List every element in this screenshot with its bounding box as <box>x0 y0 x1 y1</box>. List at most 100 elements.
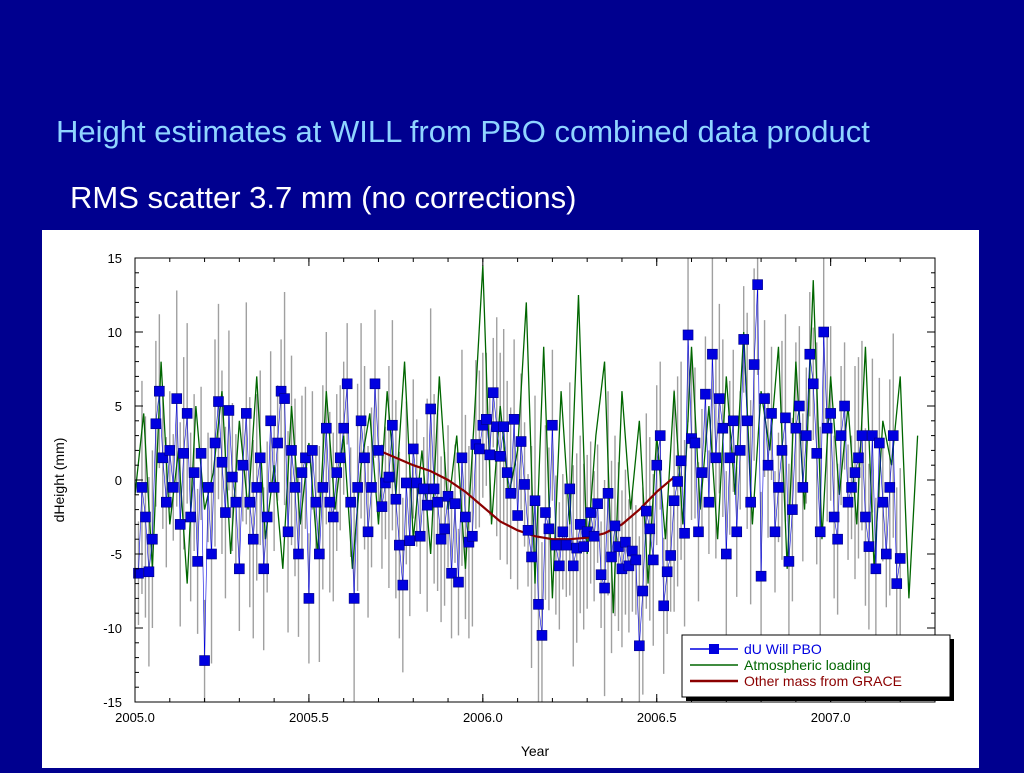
du-will-pbo-point <box>602 488 614 499</box>
du-will-pbo-point <box>814 526 826 538</box>
du-will-pbo-point <box>362 526 374 538</box>
du-will-pbo-point <box>887 430 899 441</box>
du-will-pbo-point <box>202 482 214 493</box>
du-will-pbo-point <box>439 523 450 535</box>
du-will-pbo-point <box>453 576 464 588</box>
du-will-pbo-point <box>564 483 576 495</box>
du-will-pbo-point <box>863 541 875 552</box>
du-will-pbo-point <box>689 437 701 449</box>
du-will-pbo-point <box>501 467 513 478</box>
du-will-pbo-point <box>891 578 903 589</box>
du-will-pbo-point <box>801 430 812 441</box>
du-will-pbo-point <box>748 359 760 370</box>
du-will-pbo-point <box>435 533 447 545</box>
du-will-pbo-point <box>741 415 753 427</box>
y-tick-label: 15 <box>108 251 122 266</box>
du-will-pbo-point <box>773 482 784 493</box>
du-will-pbo-point <box>588 530 600 542</box>
legend-box <box>681 634 951 698</box>
du-will-pbo-point <box>776 445 788 456</box>
du-will-pbo-point <box>338 422 349 434</box>
du-will-pbo-point <box>411 477 423 489</box>
du-will-pbo-point <box>894 553 906 564</box>
du-will-pbo-point <box>759 393 770 404</box>
du-will-pbo-point <box>675 455 687 467</box>
du-will-pbo-point <box>724 452 736 464</box>
du-will-pbo-point <box>345 496 356 508</box>
du-will-pbo-point <box>641 505 652 517</box>
du-will-pbo-point <box>390 493 402 505</box>
du-will-pbo-point <box>421 499 433 511</box>
du-will-pbo-point <box>721 548 732 560</box>
du-will-pbo-point <box>644 523 656 535</box>
du-will-pbo-point <box>540 507 551 518</box>
du-will-pbo-point <box>303 593 315 604</box>
legend-swatch-marker <box>709 644 719 654</box>
du-will-pbo-point <box>661 566 673 578</box>
du-will-pbo-point <box>352 482 363 493</box>
legend-label: dU Will PBO <box>744 641 822 657</box>
du-will-pbo-point <box>449 498 461 509</box>
du-will-pbo-point <box>508 414 520 425</box>
du-will-pbo-point <box>147 533 158 545</box>
y-tick-label: -5 <box>110 547 122 562</box>
du-will-pbo-point <box>244 496 256 508</box>
du-will-pbo-point <box>609 520 621 532</box>
legend-label: Atmospheric loading <box>744 657 871 673</box>
du-will-pbo-point <box>811 448 823 459</box>
du-will-pbo-point <box>341 378 353 390</box>
du-will-pbo-point <box>794 400 805 412</box>
du-will-pbo-point <box>140 511 151 523</box>
y-tick-label: 10 <box>108 325 122 340</box>
du-will-pbo-point <box>533 599 544 610</box>
du-will-pbo-point <box>143 566 155 578</box>
chart-panel: 2005.0 2005.5 2006.0 2006.5 2007.0 15 10 5 0 -5 -1… <box>42 230 979 768</box>
du-will-pbo-point <box>314 548 325 560</box>
du-will-pbo-point <box>620 536 631 548</box>
du-will-pbo-point <box>797 482 809 493</box>
du-will-pbo-point <box>164 445 176 456</box>
du-will-pbo-point <box>870 563 882 575</box>
du-will-pbo-point <box>599 582 610 594</box>
du-will-pbo-point <box>481 414 492 425</box>
du-will-pbo-point <box>397 579 409 591</box>
du-will-pbo-point <box>293 548 304 560</box>
du-will-pbo-point <box>174 519 186 530</box>
legend-label: Other mass from GRACE <box>744 673 902 689</box>
du-will-pbo-point <box>373 445 384 456</box>
du-will-pbo-point <box>317 482 329 493</box>
du-will-pbo-point <box>867 430 878 441</box>
du-will-pbo-point <box>665 550 676 561</box>
du-will-pbo-point <box>853 452 864 464</box>
du-will-pbo-point <box>634 640 645 652</box>
du-will-pbo-point <box>247 533 259 545</box>
du-will-pbo-point <box>734 445 746 456</box>
du-will-pbo-point <box>536 630 548 641</box>
du-will-pbo-point <box>519 479 530 490</box>
slide-subtitle: RMS scatter 3.7 mm (no corrections) <box>70 180 577 215</box>
du-will-pbo-point <box>679 527 690 539</box>
du-will-pbo-point <box>658 600 669 612</box>
du-will-pbo-point <box>672 476 683 487</box>
du-will-pbo-point <box>717 422 729 434</box>
du-will-pbo-point <box>526 551 537 563</box>
du-will-pbo-point <box>171 393 183 404</box>
du-will-pbo-point <box>839 400 850 412</box>
du-will-pbo-point <box>637 585 649 597</box>
du-will-pbo-point <box>425 403 436 415</box>
du-will-pbo-point <box>654 430 666 441</box>
du-will-pbo-point <box>825 408 836 419</box>
du-will-pbo-point <box>442 490 454 502</box>
du-will-pbo-point <box>884 482 896 493</box>
du-will-pbo-point <box>254 452 266 464</box>
y-axis-label: dHeight (mm) <box>51 438 67 523</box>
du-will-pbo-point <box>881 548 892 560</box>
du-will-pbo-point <box>192 556 203 567</box>
du-will-pbo-point <box>258 563 269 575</box>
du-will-pbo-point <box>762 459 774 471</box>
du-will-pbo-point <box>289 482 301 493</box>
du-will-pbo-point <box>150 418 162 430</box>
y-tick-label: 5 <box>115 399 122 414</box>
du-will-pbo-point <box>849 467 861 478</box>
du-will-pbo-point <box>334 452 346 464</box>
